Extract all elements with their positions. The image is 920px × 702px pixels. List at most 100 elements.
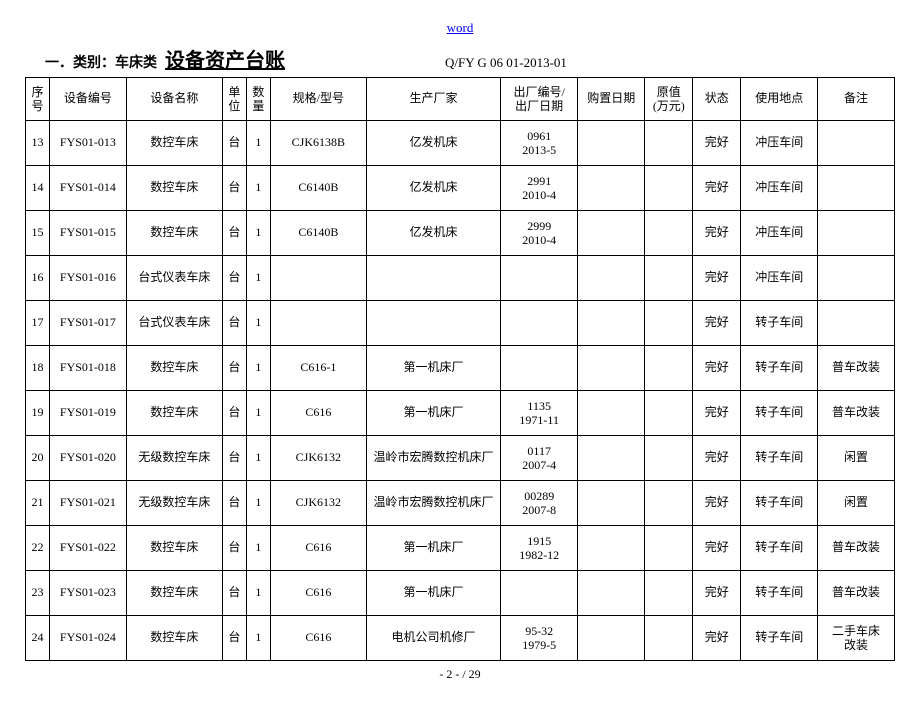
cell-seq: 16	[26, 256, 50, 301]
cell-pdate	[578, 346, 645, 391]
cell-status: 完好	[693, 211, 741, 256]
cell-value	[645, 481, 693, 526]
cell-remark	[818, 166, 895, 211]
cell-value	[645, 436, 693, 481]
cell-remark: 闲置	[818, 481, 895, 526]
cell-status: 完好	[693, 391, 741, 436]
cell-code: FYS01-015	[50, 211, 127, 256]
cell-serial: 95-321979-5	[501, 616, 578, 661]
cell-code: FYS01-021	[50, 481, 127, 526]
cell-remark: 二手车床改装	[818, 616, 895, 661]
cell-qty: 1	[246, 436, 270, 481]
cell-spec: C616	[270, 526, 366, 571]
cell-serial: 29912010-4	[501, 166, 578, 211]
cell-loc: 转子车间	[741, 526, 818, 571]
cell-status: 完好	[693, 526, 741, 571]
table-body: 13FYS01-013数控车床台1CJK6138B亿发机床09612013-5完…	[26, 121, 895, 661]
cell-loc: 冲压车间	[741, 166, 818, 211]
cell-status: 完好	[693, 121, 741, 166]
cell-unit: 台	[222, 211, 246, 256]
cell-remark: 普车改装	[818, 346, 895, 391]
cell-mfr: 电机公司机修厂	[366, 616, 500, 661]
cell-loc: 转子车间	[741, 571, 818, 616]
cell-code: FYS01-013	[50, 121, 127, 166]
cell-qty: 1	[246, 211, 270, 256]
cell-code: FYS01-018	[50, 346, 127, 391]
cell-status: 完好	[693, 616, 741, 661]
cell-spec: C616	[270, 616, 366, 661]
page-footer: - 2 - / 29	[25, 667, 895, 682]
table-row: 22FYS01-022数控车床台1C616第一机床厂19151982-12完好转…	[26, 526, 895, 571]
cell-mfr: 亿发机床	[366, 166, 500, 211]
cell-loc: 冲压车间	[741, 121, 818, 166]
cell-spec: C616	[270, 391, 366, 436]
cell-spec	[270, 301, 366, 346]
cell-mfr: 温岭市宏腾数控机床厂	[366, 481, 500, 526]
cell-status: 完好	[693, 571, 741, 616]
cell-name: 数控车床	[126, 391, 222, 436]
cell-loc: 冲压车间	[741, 256, 818, 301]
cell-spec: CJK6138B	[270, 121, 366, 166]
table-row: 19FYS01-019数控车床台1C616第一机床厂11351971-11完好转…	[26, 391, 895, 436]
cell-qty: 1	[246, 526, 270, 571]
table-row: 21FYS01-021无级数控车床台1CJK6132温岭市宏腾数控机床厂0028…	[26, 481, 895, 526]
cell-serial	[501, 256, 578, 301]
cell-serial: 11351971-11	[501, 391, 578, 436]
cell-qty: 1	[246, 481, 270, 526]
cell-loc: 转子车间	[741, 616, 818, 661]
cell-status: 完好	[693, 256, 741, 301]
cell-seq: 17	[26, 301, 50, 346]
cell-spec: C6140B	[270, 211, 366, 256]
cell-qty: 1	[246, 571, 270, 616]
cell-unit: 台	[222, 526, 246, 571]
cell-pdate	[578, 616, 645, 661]
cell-status: 完好	[693, 481, 741, 526]
cell-value	[645, 346, 693, 391]
cell-name: 数控车床	[126, 346, 222, 391]
cell-remark	[818, 256, 895, 301]
th-name: 设备名称	[126, 78, 222, 121]
cell-qty: 1	[246, 166, 270, 211]
cell-spec	[270, 256, 366, 301]
th-spec: 规格/型号	[270, 78, 366, 121]
doc-code: Q/FY G 06 01-2013-01	[445, 55, 567, 71]
cell-spec: C6140B	[270, 166, 366, 211]
cell-value	[645, 211, 693, 256]
th-qty: 数量	[246, 78, 270, 121]
cell-seq: 15	[26, 211, 50, 256]
cell-remark	[818, 211, 895, 256]
cell-mfr: 第一机床厂	[366, 391, 500, 436]
cell-seq: 14	[26, 166, 50, 211]
cell-name: 数控车床	[126, 616, 222, 661]
cell-serial: 19151982-12	[501, 526, 578, 571]
cell-loc: 转子车间	[741, 346, 818, 391]
cell-seq: 22	[26, 526, 50, 571]
cell-serial	[501, 301, 578, 346]
cell-loc: 冲压车间	[741, 211, 818, 256]
th-pdate: 购置日期	[578, 78, 645, 121]
cell-seq: 21	[26, 481, 50, 526]
word-link[interactable]: word	[447, 20, 474, 35]
cell-name: 数控车床	[126, 571, 222, 616]
cell-unit: 台	[222, 121, 246, 166]
header-row: 一．类别：车床类 设备资产台账 Q/FY G 06 01-2013-01	[25, 44, 895, 73]
cell-pdate	[578, 301, 645, 346]
cell-code: FYS01-016	[50, 256, 127, 301]
cell-name: 无级数控车床	[126, 481, 222, 526]
cell-name: 数控车床	[126, 526, 222, 571]
cell-code: FYS01-019	[50, 391, 127, 436]
cell-remark	[818, 301, 895, 346]
cell-serial: 09612013-5	[501, 121, 578, 166]
cell-seq: 24	[26, 616, 50, 661]
cell-unit: 台	[222, 616, 246, 661]
cell-code: FYS01-022	[50, 526, 127, 571]
cell-loc: 转子车间	[741, 436, 818, 481]
cell-value	[645, 256, 693, 301]
cell-value	[645, 571, 693, 616]
th-remark: 备注	[818, 78, 895, 121]
cell-unit: 台	[222, 301, 246, 346]
cell-name: 台式仪表车床	[126, 256, 222, 301]
table-row: 24FYS01-024数控车床台1C616电机公司机修厂95-321979-5完…	[26, 616, 895, 661]
th-code: 设备编号	[50, 78, 127, 121]
cell-spec: CJK6132	[270, 436, 366, 481]
